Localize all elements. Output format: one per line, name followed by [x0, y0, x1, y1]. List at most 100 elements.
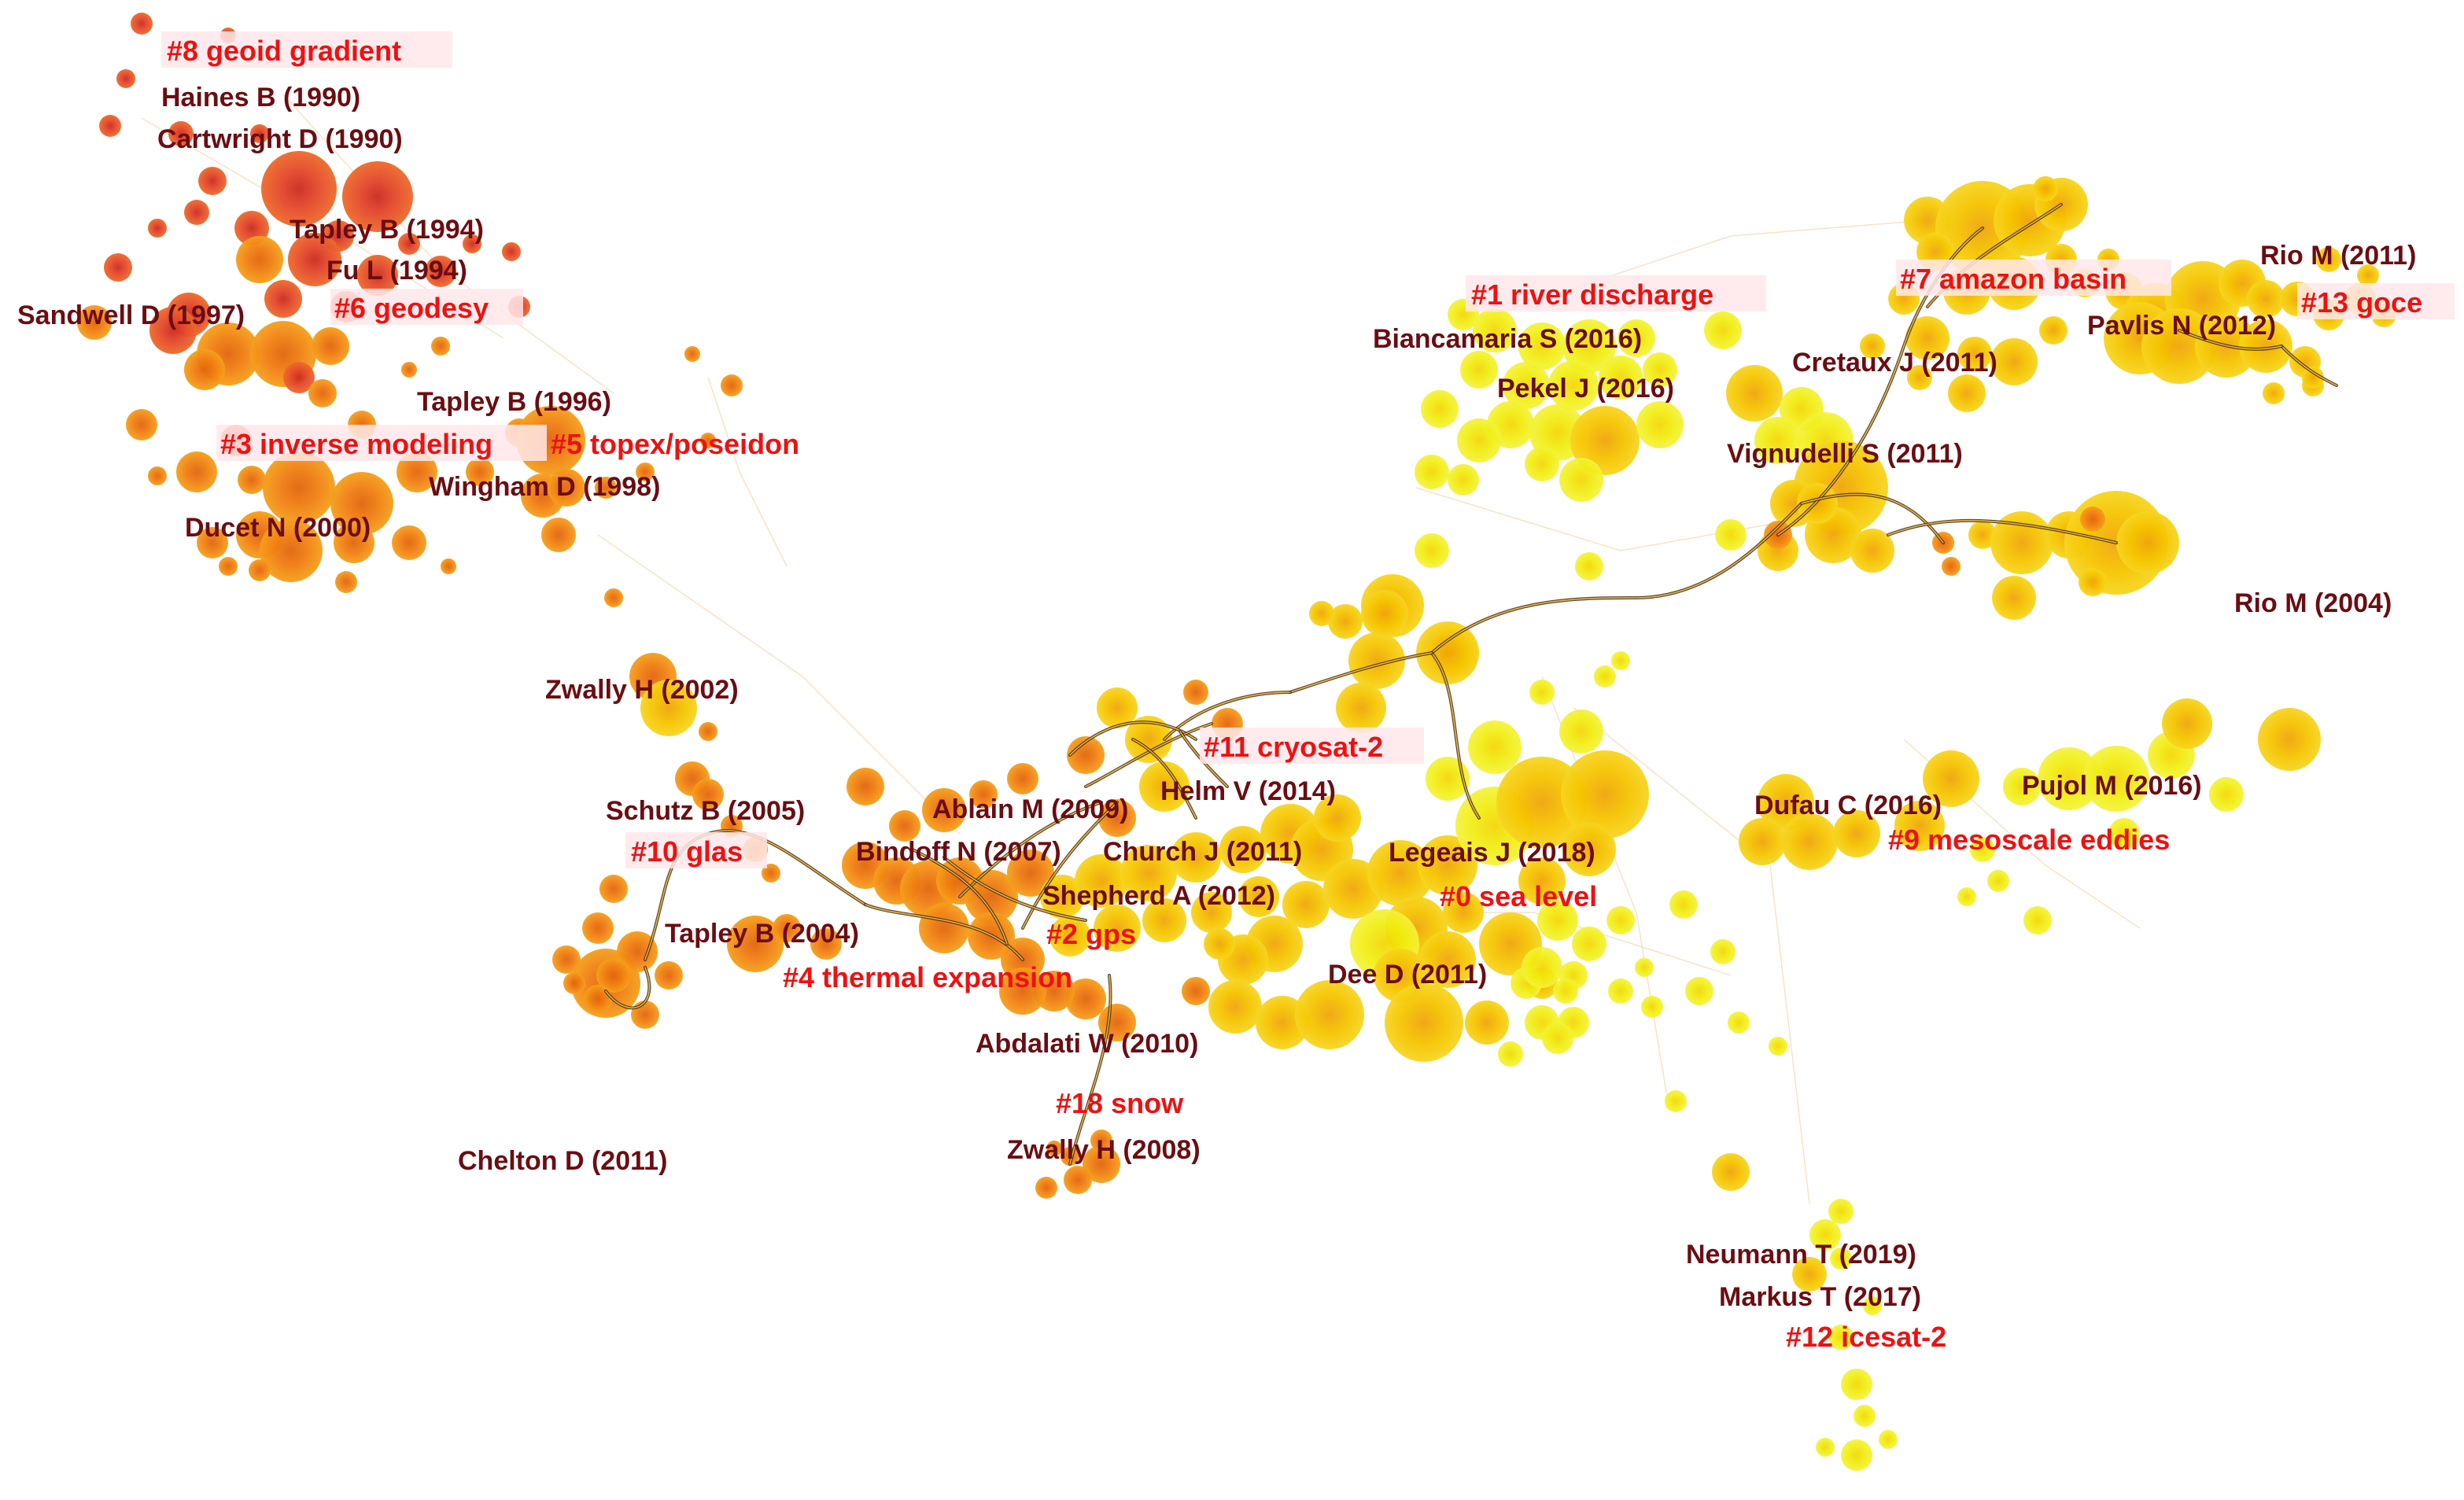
author-label: Wingham D (1998) [429, 472, 660, 502]
node [502, 242, 521, 261]
node [261, 151, 337, 227]
node [1314, 794, 1361, 842]
node [1548, 360, 1599, 411]
citation-link-highlight [1069, 975, 1112, 1165]
node [1385, 983, 1463, 1062]
node [1191, 892, 1232, 933]
node [2003, 768, 2041, 805]
citation-link-highlight [2178, 330, 2282, 350]
node [1367, 840, 1433, 906]
node [1415, 533, 1449, 568]
node [2108, 818, 2140, 850]
node [1905, 316, 1949, 360]
author-label: Pekel J (2016) [1497, 374, 1674, 404]
node [334, 522, 374, 563]
node [1942, 557, 1961, 576]
node [466, 458, 494, 486]
node [1529, 680, 1555, 705]
node [99, 115, 121, 137]
citation-link-highlight [1085, 723, 1212, 787]
node [1809, 1219, 1841, 1251]
node [2079, 568, 2107, 596]
node [1075, 854, 1128, 908]
node [1923, 750, 1979, 807]
node [2357, 264, 2379, 286]
node [2247, 280, 2285, 318]
node [176, 451, 217, 492]
node [2141, 308, 2217, 384]
author-label: Sandwell D (1997) [17, 300, 245, 330]
node [636, 463, 655, 481]
author-label: Fu L (1994) [326, 256, 467, 286]
node [1606, 906, 1635, 934]
author-label: Legeais J (2018) [1389, 838, 1595, 868]
node [584, 985, 612, 1013]
node [1968, 521, 1997, 549]
node [263, 451, 335, 524]
node [1754, 417, 1802, 464]
citation-link-highlight [605, 967, 650, 1008]
node [1617, 319, 1655, 357]
node [1669, 890, 1698, 919]
node [1948, 374, 1986, 412]
node [1992, 576, 2036, 620]
node [1957, 887, 1976, 906]
node [919, 903, 969, 953]
node [149, 307, 197, 354]
node [1208, 980, 1262, 1034]
author-label: Rio M (2011) [2260, 241, 2416, 271]
node [1641, 996, 1663, 1018]
author-labels: Haines B (1990) Cartwright D (1990) Tapl… [17, 83, 2416, 1312]
node [264, 280, 302, 318]
node [1460, 351, 1498, 389]
node [425, 256, 456, 287]
node [1473, 308, 1517, 352]
node [810, 928, 842, 960]
node [1448, 464, 1479, 496]
node [1704, 311, 1742, 349]
author-label: Dufau C (2016) [1754, 791, 1942, 820]
cluster-label: #4 thermal expansion [783, 961, 1072, 993]
node [1065, 979, 1106, 1019]
author-label: Neumann T (2019) [1686, 1240, 1916, 1270]
node [463, 234, 481, 253]
node [1987, 870, 2009, 892]
node [401, 362, 417, 378]
node [1067, 736, 1105, 774]
node [1553, 979, 1578, 1004]
node [1570, 406, 1640, 475]
node [1833, 810, 1880, 857]
node [1594, 665, 1616, 687]
node [1457, 418, 1501, 463]
node [441, 558, 456, 574]
node [1599, 356, 1643, 400]
node [595, 477, 617, 499]
node [1611, 651, 1630, 670]
node [1957, 337, 1992, 371]
node [700, 433, 716, 448]
author-label: Cartwright D (1990) [157, 124, 403, 154]
node [1739, 818, 1786, 865]
node [2263, 382, 2285, 404]
citation-link-highlight [1887, 520, 2117, 544]
node [631, 1001, 659, 1029]
author-label: Tapley B (1994) [290, 215, 484, 245]
node [548, 469, 585, 507]
node [604, 588, 623, 607]
node [1142, 898, 1186, 942]
node [357, 255, 398, 296]
node [889, 810, 920, 842]
cluster-label: #18 snow [1056, 1087, 1184, 1119]
node [1468, 721, 1522, 774]
node [1336, 683, 1386, 733]
citation-link-highlight [1132, 739, 1197, 819]
node [1083, 1145, 1120, 1183]
node [288, 233, 341, 286]
node [1139, 761, 1190, 812]
node [552, 945, 581, 974]
node [2162, 698, 2212, 749]
node [1419, 931, 1476, 988]
author-label: Pujol M (2016) [2022, 771, 2202, 801]
node [1907, 365, 1932, 390]
